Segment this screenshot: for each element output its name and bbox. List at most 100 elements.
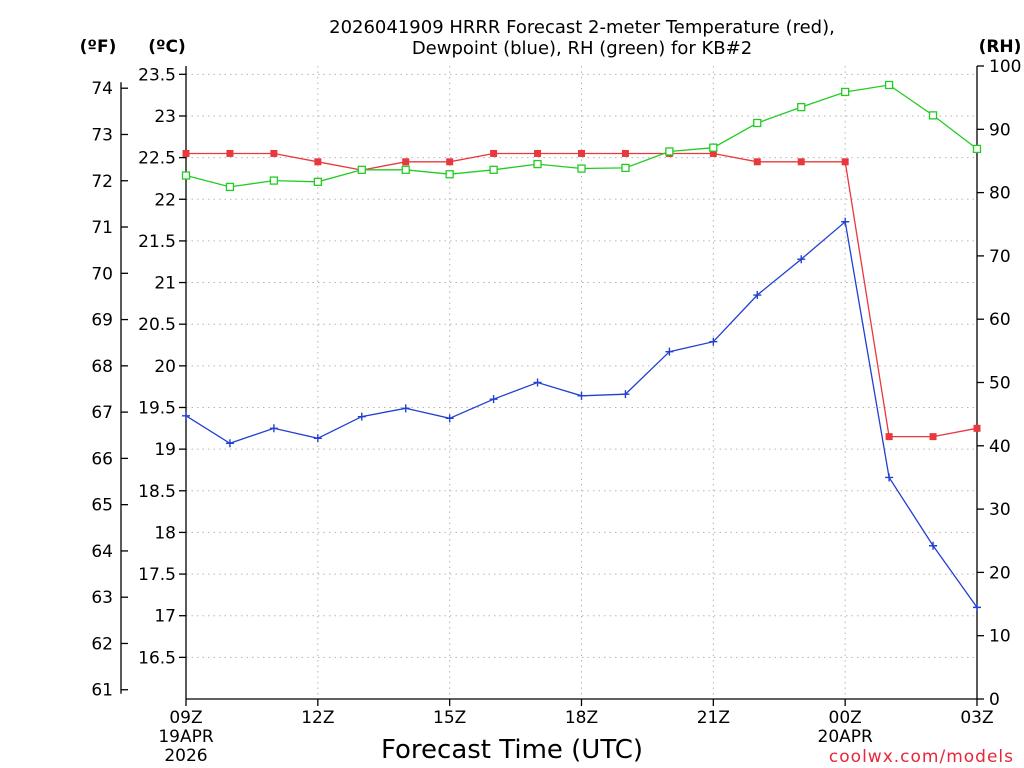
dewpoint-point — [357, 412, 366, 421]
rh-point — [533, 159, 542, 169]
rh-point — [357, 165, 366, 174]
x-axis-label: Forecast Time (UTC) — [381, 735, 643, 765]
dewpoint-point — [665, 347, 674, 356]
temperature-point — [446, 158, 454, 166]
celsius-tick-label: 20 — [154, 357, 176, 377]
celsius-tick-label: 19 — [154, 440, 176, 460]
temperature-point — [182, 149, 190, 157]
rh-tick-label: 10 — [989, 627, 1011, 647]
credit-text: coolwx.com/models — [829, 747, 1014, 767]
fahrenheit-tick-label: 69 — [91, 311, 113, 331]
temperature-point — [885, 433, 893, 441]
temperature-point — [226, 149, 234, 157]
fahrenheit-tick-label: 61 — [91, 681, 113, 701]
fahrenheit-tick-label: 66 — [91, 449, 113, 469]
celsius-tick-label: 20.5 — [138, 315, 176, 335]
rh-point — [972, 144, 982, 154]
grid-lines — [186, 66, 977, 699]
rh-point — [489, 165, 498, 174]
rh-point — [841, 87, 850, 97]
fahrenheit-tick-label: 70 — [91, 264, 113, 284]
x-date-label: 19APR — [158, 727, 214, 747]
rh-tick-label: 60 — [989, 310, 1011, 330]
fahrenheit-tick-label: 65 — [91, 496, 113, 516]
x-year-label: 2026 — [164, 746, 207, 766]
dewpoint-point — [313, 434, 322, 443]
celsius-tick-label: 17 — [154, 607, 176, 627]
celsius-tick-label: 16.5 — [138, 648, 176, 668]
rh-tick-label: 30 — [989, 500, 1011, 520]
temperature-point — [490, 149, 498, 157]
dewpoint-point — [621, 390, 630, 399]
temperature-point — [270, 149, 278, 157]
chart-title-line1: 2026041909 HRRR Forecast 2-meter Tempera… — [329, 17, 835, 38]
rh-point — [401, 165, 410, 174]
celsius-tick-label: 21 — [154, 274, 176, 294]
celsius-tick-label: 23.5 — [138, 65, 176, 85]
temperature-point — [753, 158, 761, 166]
x-tick-label: 12Z — [301, 708, 334, 728]
temperature-point — [402, 158, 410, 166]
dewpoint-point — [269, 424, 278, 433]
x-tick-label: 15Z — [433, 708, 466, 728]
temperature-point — [578, 149, 585, 157]
rh-point — [269, 176, 279, 185]
rh-point — [577, 164, 586, 173]
x-tick-label: 18Z — [565, 708, 598, 728]
celsius-tick-label: 22 — [154, 190, 176, 210]
rh-axis-unit: (RH) — [979, 37, 1022, 57]
fahrenheit-tick-label: 68 — [91, 357, 113, 377]
fahrenheit-tick-label: 62 — [91, 634, 113, 654]
rh-tick-label: 90 — [989, 120, 1011, 140]
dewpoint-point — [753, 291, 762, 300]
dewpoint-point — [489, 395, 498, 404]
dewpoint-point — [225, 439, 234, 448]
fahrenheit-tick-label: 67 — [91, 403, 113, 423]
dewpoint-point — [885, 473, 894, 482]
rh-point — [181, 171, 191, 180]
dewpoint-point — [182, 411, 190, 420]
rh-tick-label: 20 — [989, 563, 1011, 583]
x-tick-label: 00Z — [829, 708, 862, 728]
fahrenheit-tick-label: 73 — [91, 125, 113, 145]
dewpoint-point — [797, 255, 806, 264]
celsius-tick-label: 19.5 — [138, 398, 176, 418]
x-date-label: 20APR — [818, 727, 874, 747]
dewpoint-point — [929, 541, 938, 550]
x-tick-label: 21Z — [697, 708, 730, 728]
rh-point — [225, 182, 235, 192]
dewpoint-point — [445, 414, 454, 423]
dewpoint-point — [577, 391, 586, 400]
rh-tick-label: 80 — [989, 184, 1011, 204]
rh-point — [665, 147, 674, 156]
data-series — [181, 80, 982, 612]
rh-tick-label: 40 — [989, 437, 1011, 457]
temperature-point — [929, 433, 937, 441]
temperature-point — [534, 149, 542, 157]
rh-point — [313, 177, 322, 186]
fahrenheit-axis-unit: (ºF) — [80, 37, 117, 57]
axes: 16.5 17 17.5 18 18.5 19 19.5 20 20.5 21 21.5 22 22.5… — [91, 57, 1021, 766]
x-tick-label: 09Z — [169, 708, 202, 728]
dewpoint-point — [709, 337, 718, 346]
celsius-tick-label: 23 — [154, 107, 176, 127]
fahrenheit-tick-label: 63 — [91, 588, 113, 608]
temperature-point — [621, 149, 629, 157]
rh-point — [753, 118, 762, 128]
rh-tick-label: 100 — [989, 57, 1021, 77]
rh-tick-label: 50 — [989, 374, 1011, 394]
temperature-point — [841, 158, 849, 166]
temperature-point — [709, 149, 717, 157]
dewpoint-point — [401, 404, 410, 413]
temperature-point — [973, 424, 981, 432]
dewpoint-point — [973, 603, 981, 612]
celsius-tick-label: 18.5 — [138, 482, 176, 502]
rh-tick-label: 70 — [989, 247, 1011, 267]
x-tick-label: 03Z — [960, 708, 993, 728]
fahrenheit-tick-label: 74 — [91, 79, 113, 99]
fahrenheit-tick-label: 71 — [91, 218, 113, 238]
rh-point — [445, 170, 454, 179]
celsius-axis-unit: (ºC) — [148, 37, 186, 57]
celsius-tick-label: 21.5 — [138, 232, 176, 252]
